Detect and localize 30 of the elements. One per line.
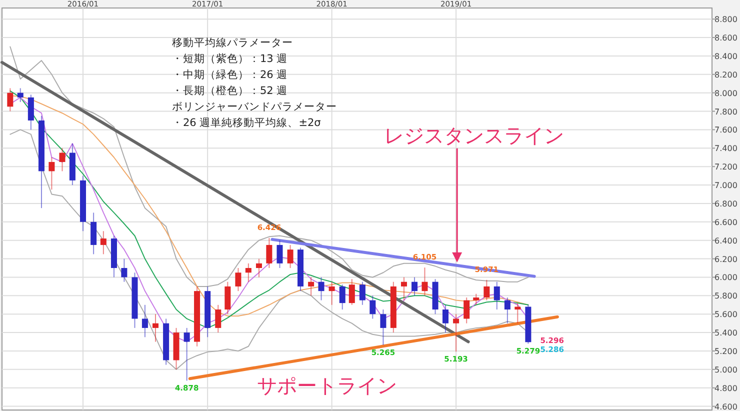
- annotation: ・短期（紫色）：13 週: [172, 52, 288, 65]
- y-tick-label: 6.400: [714, 236, 738, 246]
- annotation: ・26 週単純移動平均線、±2σ: [172, 117, 322, 129]
- y-tick-label: 7.400: [714, 144, 738, 154]
- annotation: ボリンジャーバンドパラメーター: [172, 101, 337, 113]
- annotation: ・長期（橙色）：52 週: [172, 85, 288, 97]
- annotation: 移動平均線パラメーター: [172, 37, 293, 49]
- y-tick-label: 7.200: [714, 162, 738, 172]
- annotation: サポートライン: [257, 374, 398, 398]
- y-tick-label: 6.000: [714, 273, 738, 282]
- y-tick-label: 5.000: [714, 365, 738, 374]
- annotation: ・中期（緑色）：26 週: [172, 68, 288, 81]
- y-tick-label: 5.600: [714, 310, 738, 320]
- y-tick-label: 4.600: [714, 402, 738, 411]
- y-tick-label: 8.000: [714, 88, 738, 98]
- y-tick-label: 8.800: [714, 15, 738, 24]
- y-tick-label: 5.400: [714, 328, 738, 338]
- y-tick-label: 8.200: [714, 70, 738, 80]
- y-tick-label: 7.800: [714, 107, 738, 116]
- y-tick-label: 8.600: [714, 34, 738, 43]
- y-tick-label: 7.600: [714, 126, 738, 135]
- y-tick-label: 8.400: [714, 52, 738, 61]
- y-tick-label: 6.800: [714, 199, 738, 208]
- y-tick-label: 5.200: [714, 346, 738, 356]
- y-tick-label: 4.800: [714, 384, 738, 393]
- y-tick-label: 6.200: [714, 254, 738, 264]
- y-tick-label: 5.800: [714, 292, 738, 301]
- y-tick-label: 6.600: [714, 218, 738, 227]
- y-tick-label: 7.000: [714, 181, 738, 190]
- annotation: レジスタンスライン: [384, 123, 564, 148]
